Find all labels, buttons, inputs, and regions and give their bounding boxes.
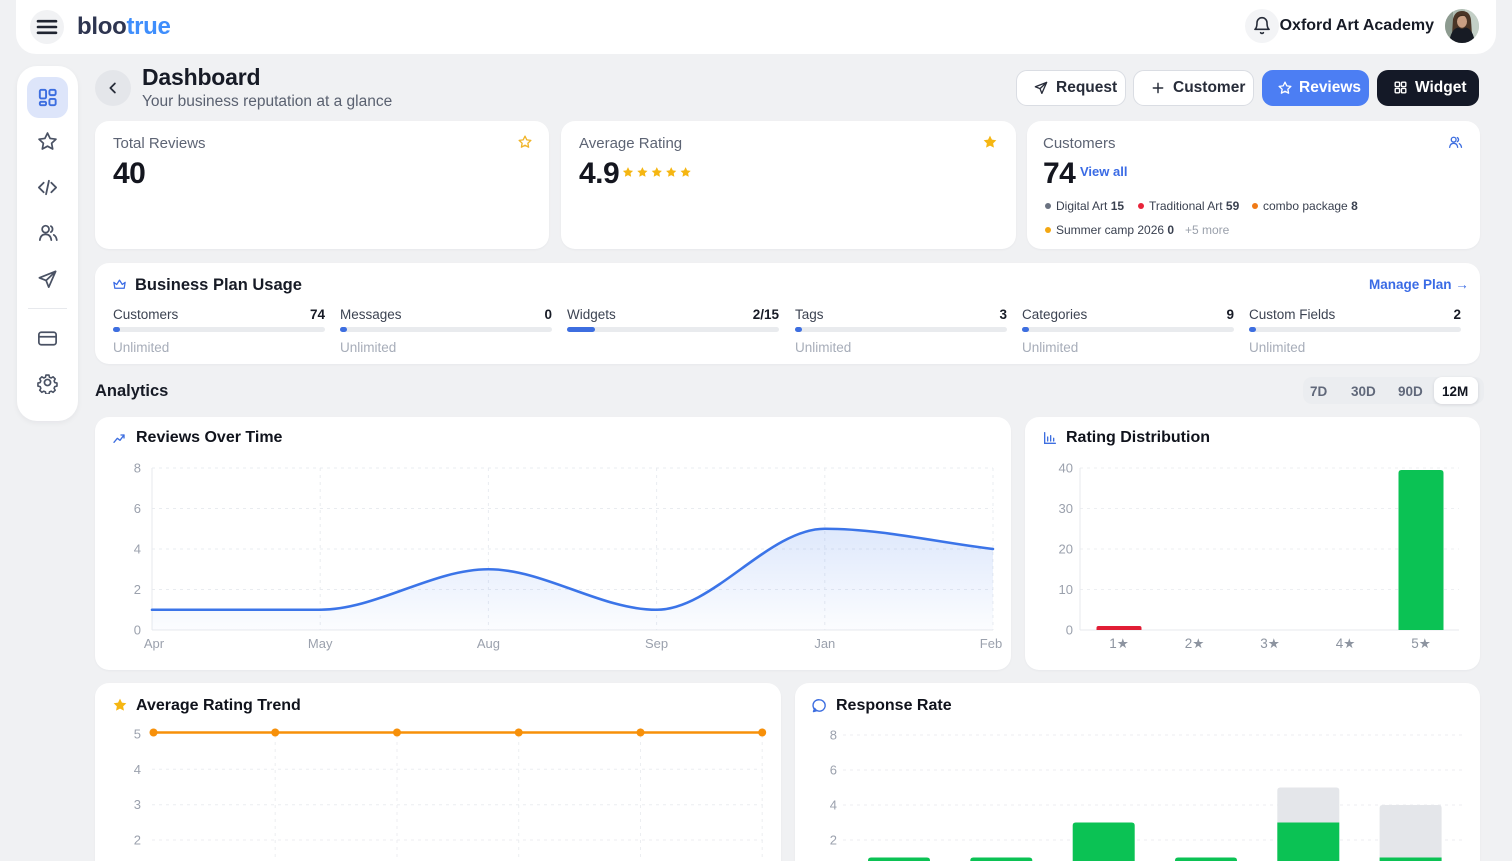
svg-text:Jan: Jan	[814, 636, 835, 651]
svg-text:20: 20	[1059, 542, 1073, 557]
svg-text:May: May	[308, 636, 333, 651]
svg-text:4★: 4★	[1336, 636, 1356, 651]
svg-text:30: 30	[1059, 501, 1073, 516]
svg-text:2★: 2★	[1185, 636, 1205, 651]
svg-text:Aug: Aug	[477, 636, 500, 651]
svg-text:2: 2	[134, 582, 141, 597]
svg-text:5★: 5★	[1411, 636, 1431, 651]
svg-text:8: 8	[134, 461, 141, 476]
svg-text:3: 3	[134, 797, 141, 812]
svg-text:8: 8	[830, 728, 837, 743]
svg-text:6: 6	[134, 501, 141, 516]
svg-text:6: 6	[830, 763, 837, 778]
svg-text:0: 0	[1066, 623, 1073, 638]
svg-text:10: 10	[1059, 582, 1073, 597]
svg-text:0: 0	[134, 623, 141, 638]
svg-text:2: 2	[830, 833, 837, 848]
svg-text:2: 2	[134, 833, 141, 848]
svg-text:4: 4	[134, 762, 141, 777]
svg-text:4: 4	[830, 798, 837, 813]
svg-text:4: 4	[134, 542, 141, 557]
svg-text:5: 5	[134, 727, 141, 742]
svg-text:1★: 1★	[1109, 636, 1129, 651]
svg-text:Sep: Sep	[645, 636, 668, 651]
svg-text:3★: 3★	[1260, 636, 1280, 651]
svg-text:Apr: Apr	[144, 636, 165, 651]
svg-text:Feb: Feb	[980, 636, 1002, 651]
svg-text:40: 40	[1059, 461, 1073, 476]
